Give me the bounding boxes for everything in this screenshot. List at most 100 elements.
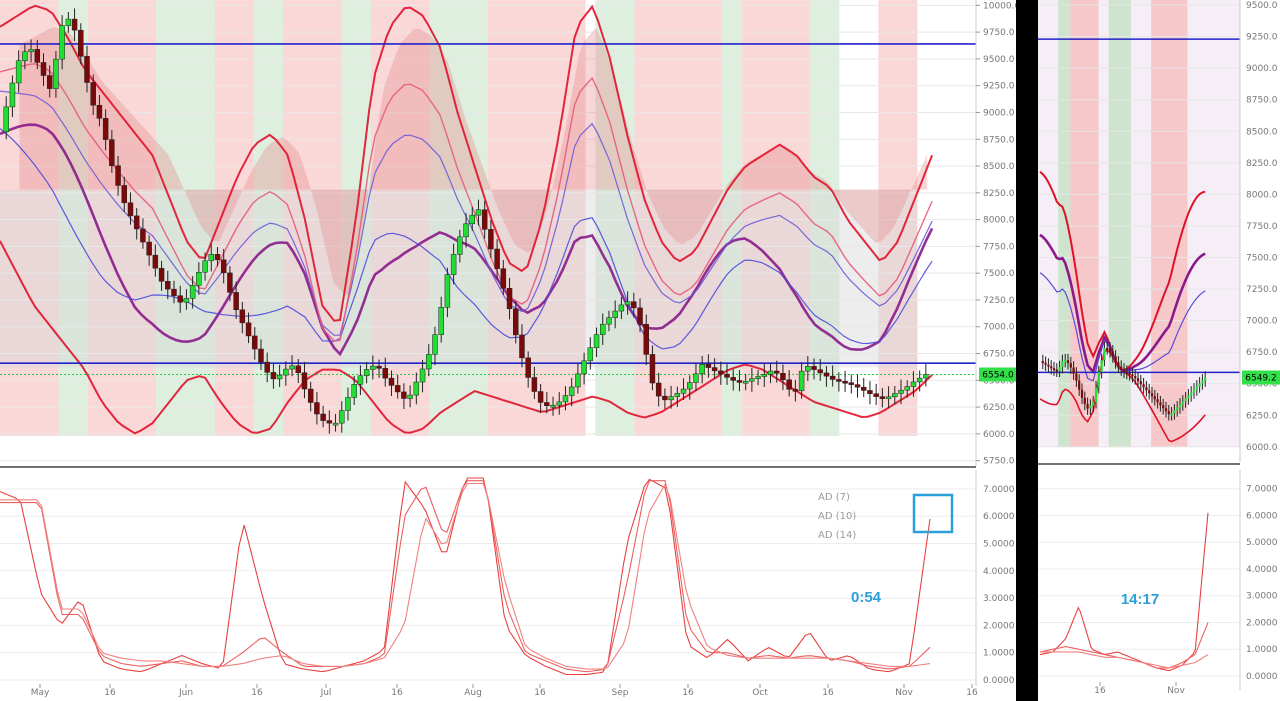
main-y-tick-label: 7000.0 [983,323,1015,333]
candle-body [351,384,357,398]
right-candle-body [1120,366,1123,370]
candle-body [531,377,538,392]
main-x-tick-label: 16 [822,688,834,698]
right-candle-body [1150,393,1154,397]
candle-body [699,364,705,375]
candle-body [339,410,345,424]
candle-body [370,365,376,370]
main-y-tick-label: 7250.0 [983,296,1015,306]
main-x-tick-label: 16 [391,688,403,698]
candle-body [239,309,246,324]
osc-y-tick-label: 6.0000 [983,512,1015,522]
osc-y-tick-label: 1.0000 [983,649,1015,659]
right-candle-body [1153,396,1156,400]
right-candle-body [1117,362,1120,367]
right-candle-body [1089,405,1092,409]
candle-body [413,381,420,396]
main-price-panel[interactable]: 10000.0 9750.0 9500.0 9250.0 9000.0 8750.0 850… [0,0,1020,467]
candle-body [537,391,544,403]
candle-body [755,376,761,379]
main-x-axis: May 16 Jun 16 Jul 16 Aug 16 Sep 16 Oct 16 Nov 16 [31,684,978,698]
right-osc-y-tick-label: 1.0000 [1246,645,1278,655]
candle-body [140,228,146,243]
candle-body [749,378,755,382]
candle-body [208,254,215,262]
candle-body [376,365,382,369]
candle-body [332,422,339,426]
candle-body [84,56,90,83]
candle-body [407,394,413,399]
right-oscillator-gridlines [1038,488,1240,677]
osc-y-tick-label: 0.0000 [983,676,1015,686]
candle-body [202,260,208,273]
candle-body [426,354,432,370]
right-oscillator-panel[interactable]: 7.0000 6.0000 5.0000 4.0000 3.0000 2.0000 1.00… [1038,470,1278,690]
main-horizontal-lines [0,43,976,376]
candle-body [606,317,612,325]
right-price-panel[interactable]: 9500.0 9250.0 9000.0 8750.0 8500.0 8250.0 8000… [1038,0,1280,462]
right-candle-body [1108,348,1112,352]
right-y-tick-label: 9000.0 [1246,64,1278,74]
right-candle-body [1131,374,1134,377]
main-y-tick-label: 9000.0 [983,108,1015,118]
main-x-tick-label: 16 [104,688,116,698]
candle-body [326,420,333,424]
main-x-tick-label: 16 [251,688,263,698]
candle-body [488,229,494,250]
oscillator-panel[interactable]: 7.0000 6.0000 5.0000 4.0000 3.0000 2.0000 1.00… [0,470,1015,686]
right-candle-body [1164,408,1168,412]
candle-body [481,209,488,230]
right-candle-body [1159,402,1162,406]
candle-body [662,395,668,401]
candle-body [513,308,519,336]
candle-body [587,347,594,362]
timer-label: 0:54 [851,589,882,606]
candle-body [469,214,475,225]
right-y-tick-label: 9500.0 [1246,1,1278,11]
candle-body [363,369,370,377]
candle-body [314,402,320,415]
right-horizontal-lines [1038,38,1240,374]
right-osc-y-tick-label: 4.0000 [1246,565,1278,575]
candle-body [798,370,805,392]
candle-body [730,377,736,381]
candle-body [562,395,569,403]
right-candle-body [1044,362,1047,365]
osc-y-tick-label: 4.0000 [983,567,1015,577]
candle-body [133,215,140,230]
right-candle-body [1103,348,1106,360]
candle-body [904,386,910,391]
right-green-zone [1058,0,1071,447]
right-price-badge: 6549.2 [1242,370,1280,385]
main-y-tick-label: 7500.0 [983,269,1015,279]
candle-body [53,58,59,89]
candle-body [382,368,388,379]
candle-body [736,380,743,383]
candle-body [165,281,171,290]
candle-body [270,372,277,380]
candle-body [59,25,65,60]
right-red-zone [1070,0,1099,447]
candle-body [276,374,283,380]
right-candle-body [1047,364,1050,367]
main-y-tick-label: 7750.0 [983,242,1015,252]
candle-body [457,236,463,255]
candle-body [227,272,233,293]
candle-body [600,323,606,335]
right-oscillator-y-axis: 7.0000 6.0000 5.0000 4.0000 3.0000 2.0000 1.00… [1239,470,1278,690]
candle-body [320,413,326,421]
candle-body [146,241,152,256]
candle-body [631,301,637,309]
right-y-tick-label: 7000.0 [1246,317,1278,327]
right-candle-body [1092,402,1095,406]
right-y-tick-label: 7500.0 [1246,254,1278,264]
right-candle-body [1142,384,1145,388]
right-price-badge-label: 6549.2 [1245,374,1277,384]
right-candle-body [1184,398,1187,402]
candle-body [189,285,196,299]
candle-body [848,382,855,385]
main-price-badge: 6554.0 [979,367,1017,382]
candle-body [475,209,482,216]
right-candle-body [1162,405,1165,409]
